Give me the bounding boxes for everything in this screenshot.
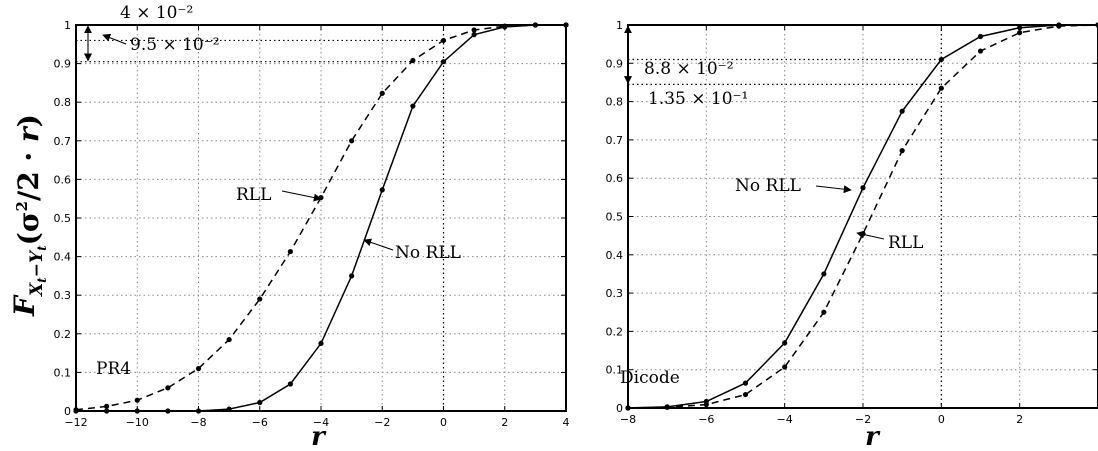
y-axis-title: FXt−Yt(σ2/2 · r) xyxy=(8,114,49,317)
dicode-x-tick-label: −4 xyxy=(777,413,793,426)
dicode-no-rll-point xyxy=(860,185,866,191)
pr4-rll-point xyxy=(165,385,171,391)
dicode-rll-point xyxy=(977,48,984,54)
pr4-x-axis-title: r xyxy=(311,422,327,451)
pr4-rll-curve xyxy=(75,24,566,411)
dicode-x-tick-label: −8 xyxy=(620,413,636,426)
pr4-rll-point xyxy=(318,194,324,201)
pr4-rll-point xyxy=(104,403,110,409)
pr4-x-tick-label: 0 xyxy=(440,416,447,429)
dicode-rll-point xyxy=(821,309,827,315)
pr4-annotation-arrow xyxy=(102,33,127,45)
dicode-annotation-rll: RLL xyxy=(888,233,923,253)
pr4-y-tick-label: 0 xyxy=(64,405,71,418)
dicode-y-tick-label: 0 xyxy=(616,402,623,415)
dicode-annotation-no-rll: No RLL xyxy=(735,176,801,196)
dicode-y-tick-label: 1 xyxy=(616,19,623,32)
dicode-rll-point xyxy=(742,391,749,398)
pr4-rll-point xyxy=(226,336,232,343)
pr4-plot-panel: −12 −10 −8 −6 −4 −2 0 2 4 0 0.1 0.2 0.3 0.4 0.5 0.6 0.7 0… xyxy=(54,3,570,451)
pr4-y-tick-label: 0.9 xyxy=(54,58,72,71)
pr4-panel-label: PR4 xyxy=(96,359,131,379)
dicode-y-tick-label: 0.8 xyxy=(606,96,624,109)
pr4-x-tick-label: −12 xyxy=(64,416,87,429)
dicode-annotation-1-35-10: 1.35 × 10⁻¹ xyxy=(648,89,748,109)
pr4-no-rll-point xyxy=(471,32,477,38)
dicode-x-tick-label: −2 xyxy=(855,413,871,426)
pr4-annotation-arrow xyxy=(281,190,322,202)
pr4-x-tick-label: 4 xyxy=(563,416,570,429)
dicode-y-tick-label: 0.2 xyxy=(606,325,624,338)
dicode-plot-frame xyxy=(627,24,1098,409)
pr4-rll-point xyxy=(134,397,140,403)
pr4-rll-point xyxy=(471,27,477,33)
pr4-annotation-rll: RLL xyxy=(236,185,271,205)
pr4-rll-point xyxy=(440,37,447,44)
pr4-y-tick-label: 0.8 xyxy=(54,96,72,109)
pr4-rll-point xyxy=(257,296,263,302)
dicode-y-tick-label: 0.9 xyxy=(606,57,624,70)
pr4-y-tick-label: 0.2 xyxy=(54,328,72,341)
pr4-plot-frame xyxy=(75,24,567,412)
dicode-no-rll-point xyxy=(977,33,984,40)
pr4-x-tick-label: −6 xyxy=(252,416,268,429)
pr4-rll-point xyxy=(287,248,293,255)
pr4-x-tick-label: −2 xyxy=(374,416,390,429)
pr4-no-rll-point xyxy=(287,381,293,387)
pr4-annotation-arrow xyxy=(363,238,394,251)
pr4-x-tick-label: −4 xyxy=(313,416,329,429)
pr4-rll-point xyxy=(195,365,202,372)
pr4-rll-point xyxy=(410,57,416,64)
dicode-y-tick-label: 0.3 xyxy=(606,287,624,300)
dicode-rll-point xyxy=(899,148,905,154)
pr4-y-tick-label: 0.5 xyxy=(54,212,72,225)
pr4-no-rll-point xyxy=(379,187,385,193)
dicode-no-rll-point xyxy=(899,108,905,114)
pr4-rll-point xyxy=(379,90,385,96)
pr4-annotation-9-5-10: 9.5 × 10⁻² xyxy=(130,35,220,55)
dicode-annotation-8-8-10: 8.8 × 10⁻² xyxy=(644,59,734,79)
pr4-y-tick-label: 0.7 xyxy=(54,135,72,148)
dicode-annotation-arrow xyxy=(856,230,885,240)
pr4-no-rll-point xyxy=(257,399,263,406)
pr4-annotation-4-10: 4 × 10⁻² xyxy=(120,3,193,23)
dicode-rll-point xyxy=(782,364,788,370)
pr4-annotation-no-rll: No RLL xyxy=(395,243,461,263)
pr4-x-tick-label: −8 xyxy=(190,416,206,429)
pr4-y-tick-label: 0.3 xyxy=(54,289,72,302)
dicode-y-tick-label: 0.5 xyxy=(606,211,624,224)
dicode-y-tick-label: 0.1 xyxy=(606,364,624,377)
dicode-y-tick-label: 0.6 xyxy=(606,172,624,185)
dicode-plot-panel: −8 −6 −4 −2 0 200.10.20.30.40.50.60.70.80.91 … xyxy=(606,19,1098,451)
dicode-x-axis-title: r xyxy=(865,422,881,451)
pr4-no-rll-point xyxy=(410,103,416,109)
pr4-no-rll-point xyxy=(318,340,324,347)
dicode-y-tick-label: 0.4 xyxy=(606,249,624,262)
dicode-rll-point xyxy=(1017,30,1023,36)
pr4-rll-point xyxy=(349,138,355,144)
dicode-no-rll-point xyxy=(782,340,788,346)
dicode-no-rll-point xyxy=(938,56,944,63)
pr4-y-tick-label: 1 xyxy=(64,19,71,32)
dicode-x-tick-label: −6 xyxy=(698,413,714,426)
pr4-y-tick-label: 0.6 xyxy=(54,173,72,186)
dicode-panel-label: Dicode xyxy=(620,368,680,388)
dicode-no-rll-point xyxy=(821,271,827,277)
svg-text:FXt−Yt(σ2/2 · r): FXt−Yt(σ2/2 · r) xyxy=(8,114,49,317)
pr4-y-tick-label: 0.1 xyxy=(54,366,72,379)
pr4-no-rll-point xyxy=(349,273,355,279)
pr4-x-tick-label: 2 xyxy=(501,416,508,429)
dicode-y-tick-label: 0.7 xyxy=(606,134,624,147)
dicode-annotation-arrow xyxy=(815,185,852,194)
pr4-y-tick-label: 0.4 xyxy=(54,251,72,264)
dicode-x-tick-label: 0 xyxy=(938,413,945,426)
pr4-x-tick-label: −10 xyxy=(126,416,149,429)
dicode-x-tick-label: 2 xyxy=(1016,413,1023,426)
dicode-no-rll-point xyxy=(742,380,749,386)
